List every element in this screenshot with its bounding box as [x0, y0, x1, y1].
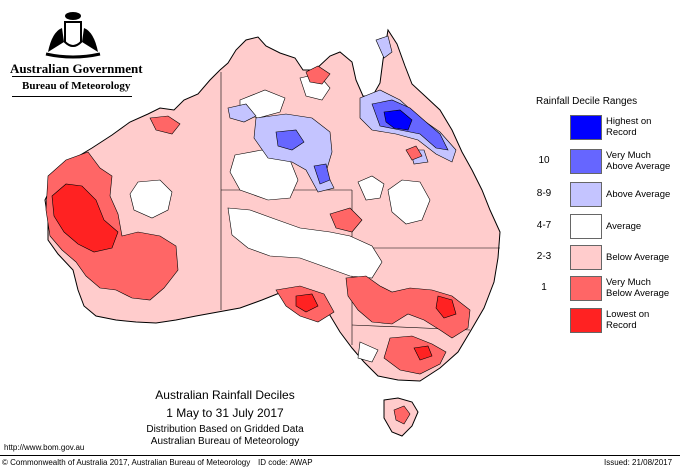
bom-url-link[interactable]: http://www.bom.gov.au	[4, 443, 85, 452]
legend-range: 10	[538, 155, 550, 166]
legend-swatch	[570, 276, 602, 301]
average-regions	[129, 73, 431, 363]
legend-range: 8-9	[536, 188, 552, 199]
header-rule	[12, 96, 132, 97]
id-code: ID code: AWAP	[258, 458, 313, 467]
legend-range: 2-3	[536, 251, 552, 262]
map-subtitle: Distribution Based on Gridded Data	[146, 424, 304, 435]
map-source: Australian Bureau of Meteorology	[150, 436, 300, 447]
header-rule	[12, 76, 132, 77]
government-title: Australian Government	[10, 61, 143, 76]
coat-of-arms-logo	[8, 8, 138, 98]
legend-item: 4-7 Average	[533, 214, 673, 239]
map-dates: 1 May to 31 July 2017	[166, 406, 284, 420]
legend-item: Highest on Record	[533, 115, 673, 140]
lowest-on-record-regions	[51, 183, 457, 361]
tasmania-red-patch	[393, 405, 411, 425]
bureau-title: Bureau of Meteorology	[22, 80, 131, 92]
legend-range: 1	[541, 282, 547, 293]
legend-label: Very Much Above Average	[606, 150, 671, 172]
legend-label: Very Much Below Average	[606, 277, 670, 299]
legend-swatch	[570, 182, 602, 207]
legend-label: Above Average	[606, 189, 671, 200]
legend-item: 2-3 Below Average	[533, 245, 673, 270]
legend-label: Average	[606, 221, 642, 232]
legend-item: 10 Very Much Above Average	[533, 149, 673, 174]
map-title: Australian Rainfall Deciles	[155, 388, 295, 402]
issued-date: Issued: 21/08/2017	[604, 458, 673, 467]
legend-swatch	[570, 245, 602, 270]
legend-label: Highest on Record	[606, 116, 652, 138]
legend-swatch	[570, 308, 602, 333]
legend-label: Lowest on Record	[606, 309, 650, 331]
copyright-text: © Commonwealth of Australia 2017, Austra…	[2, 458, 251, 467]
legend-item: Lowest on Record	[533, 308, 673, 333]
legend-range: 4-7	[536, 220, 552, 231]
legend-swatch	[570, 115, 602, 140]
legend-item: 1 Very Much Below Average	[533, 276, 673, 301]
legend-title: Rainfall Decile Ranges	[536, 96, 638, 107]
legend-label: Below Average	[606, 252, 670, 263]
footer-divider	[0, 455, 680, 456]
legend-swatch	[570, 149, 602, 174]
highest-on-record-region	[383, 109, 413, 131]
legend-item: 8-9 Above Average	[533, 182, 673, 207]
legend-swatch	[570, 214, 602, 239]
